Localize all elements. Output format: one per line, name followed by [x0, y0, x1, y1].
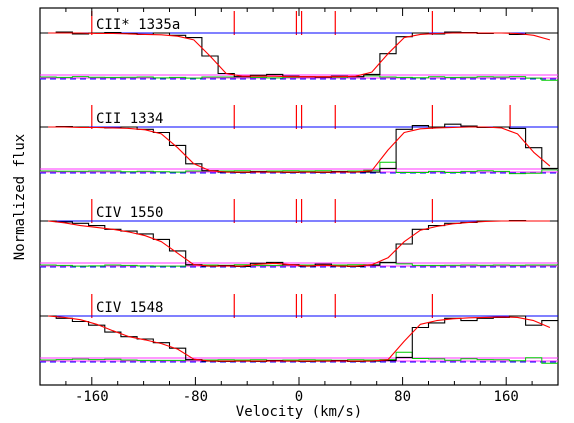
x-axis-label: Velocity (km/s)	[236, 404, 362, 420]
panel-label: CII* 1335a	[96, 17, 180, 33]
model-series	[48, 315, 551, 362]
data-series	[40, 31, 558, 78]
x-tick-label: 160	[494, 389, 519, 405]
panel-2: CII 1334	[40, 105, 558, 175]
residual-series	[40, 351, 558, 364]
plot-frame	[39, 7, 559, 386]
panel-label: CII 1334	[96, 111, 163, 127]
x-tick-label: -160	[75, 389, 109, 405]
data-series	[40, 219, 558, 268]
x-axis-ticks: -160 -80 0 80 160	[39, 8, 559, 405]
x-tick-label: -80	[183, 389, 208, 405]
panel-1: CII* 1335a	[40, 11, 558, 81]
x-tick-label: 80	[394, 389, 411, 405]
model-series	[48, 126, 551, 173]
y-axis-label: Normalized flux	[12, 134, 28, 260]
panel-label: CIV 1550	[96, 205, 163, 221]
model-series	[48, 220, 550, 267]
spectral-panels: CII* 1335a CII 1334 CIV 1550 CIV 1548	[40, 11, 558, 364]
x-tick-label: 0	[295, 389, 303, 405]
data-series	[40, 123, 558, 174]
panel-4: CIV 1548	[40, 294, 558, 364]
residual-series	[40, 161, 558, 175]
data-series	[40, 315, 558, 363]
model-series	[48, 32, 551, 78]
panel-label: CIV 1548	[96, 300, 163, 316]
panel-3: CIV 1550	[40, 199, 558, 268]
